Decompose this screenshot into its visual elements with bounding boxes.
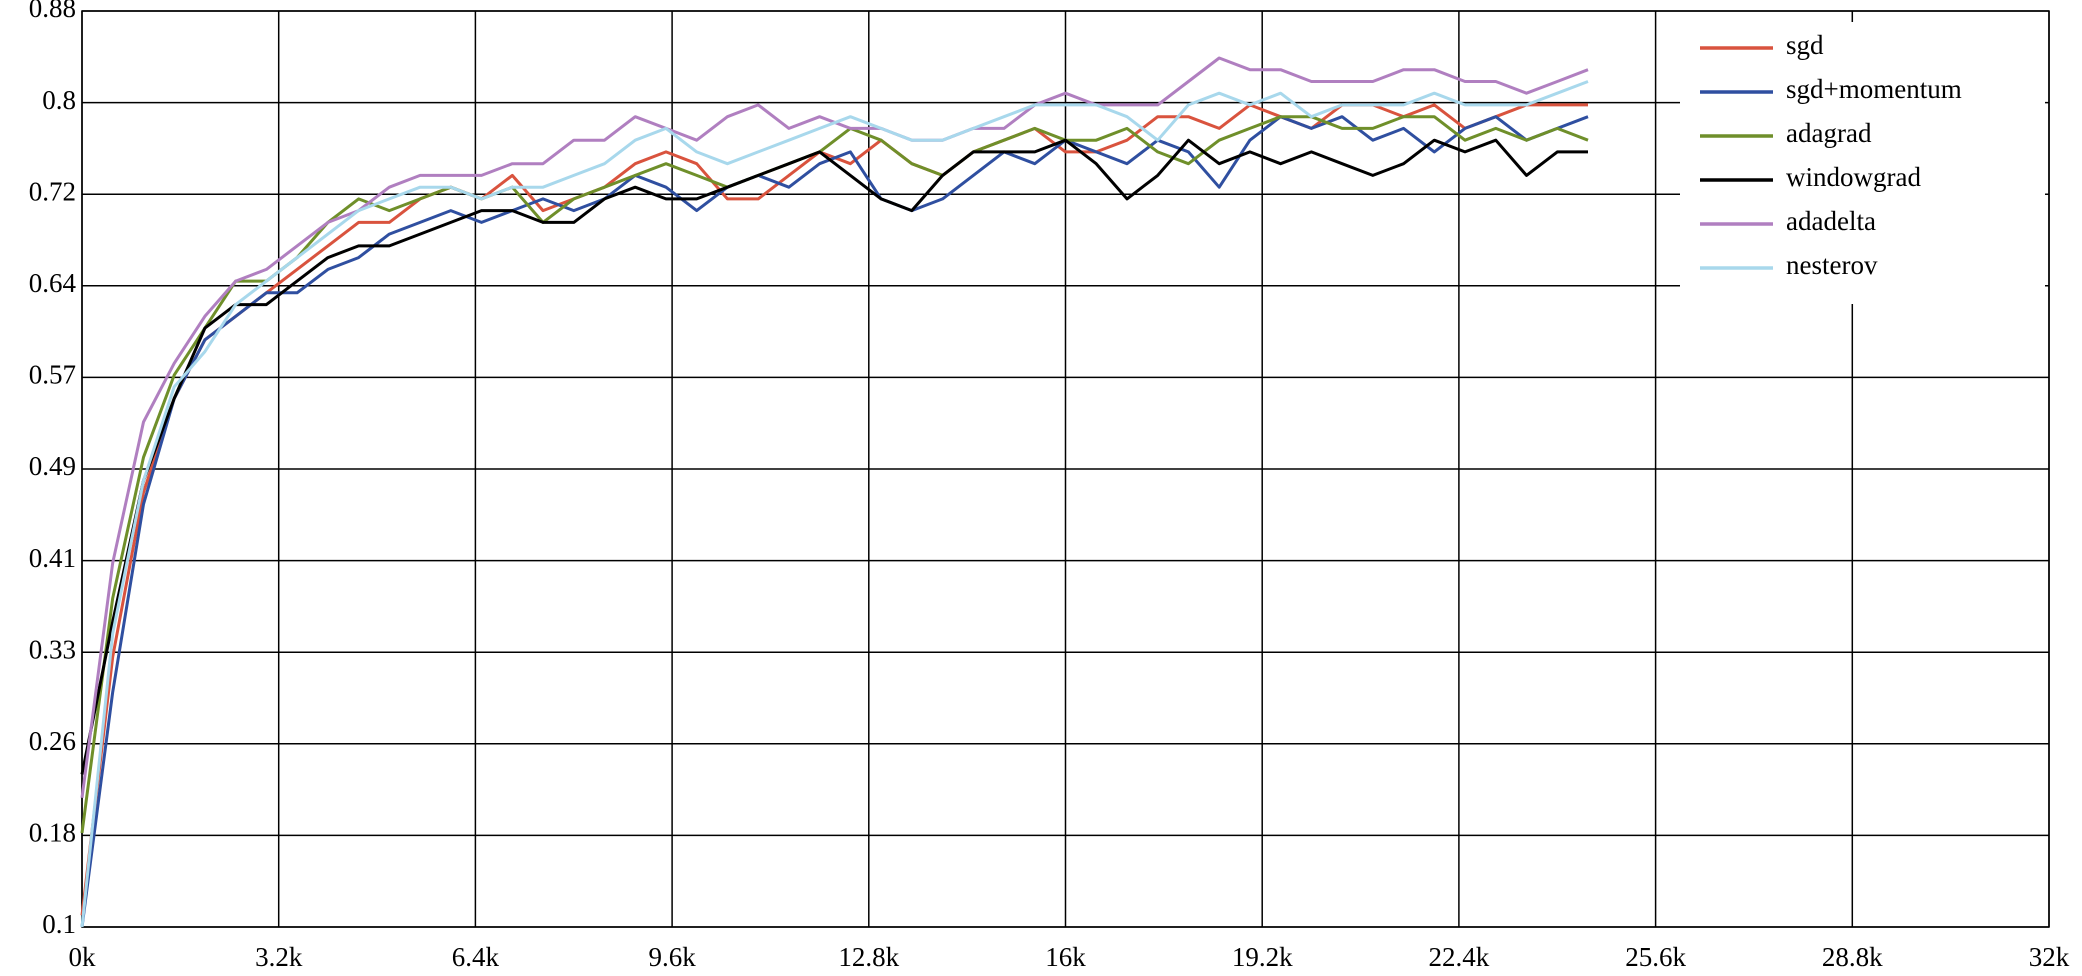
legend-label: adadelta [1786, 206, 1876, 236]
y-tick-label: 0.1 [42, 909, 76, 939]
x-tick-label: 6.4k [452, 942, 500, 972]
x-tick-label: 12.8k [838, 942, 899, 972]
x-tick-label: 3.2k [255, 942, 303, 972]
legend-box [1680, 22, 2045, 304]
y-tick-label: 0.33 [29, 634, 76, 664]
y-tick-label: 0.88 [29, 0, 76, 23]
y-tick-label: 0.57 [29, 360, 76, 390]
x-tick-label: 19.2k [1232, 942, 1293, 972]
y-tick-label: 0.26 [29, 726, 76, 756]
x-tick-label: 32k [2029, 942, 2070, 972]
series-line [80, 115, 1589, 928]
x-tick-label: 16k [1045, 942, 1086, 972]
legend-label: adagrad [1786, 118, 1872, 148]
y-tick-label: 0.64 [29, 268, 77, 298]
x-tick-label: 28.8k [1822, 942, 1883, 972]
y-tick-label: 0.41 [29, 543, 76, 573]
legend-label: windowgrad [1786, 162, 1921, 192]
legend-label: sgd [1786, 30, 1824, 60]
series-line [80, 138, 1588, 775]
x-tick-label: 25.6k [1625, 942, 1686, 972]
legend-label: sgd+momentum [1786, 74, 1962, 104]
x-tick-label: 0k [69, 942, 97, 972]
y-tick-label: 0.18 [29, 818, 76, 848]
x-tick-label: 9.6k [648, 942, 696, 972]
series-line [80, 80, 1589, 928]
y-tick-label: 0.8 [42, 85, 76, 115]
series-line [80, 115, 1589, 834]
y-tick-label: 0.72 [29, 176, 76, 206]
y-tick-label: 0.49 [29, 451, 76, 481]
x-tick-label: 22.4k [1429, 942, 1490, 972]
legend-label: nesterov [1786, 250, 1878, 280]
